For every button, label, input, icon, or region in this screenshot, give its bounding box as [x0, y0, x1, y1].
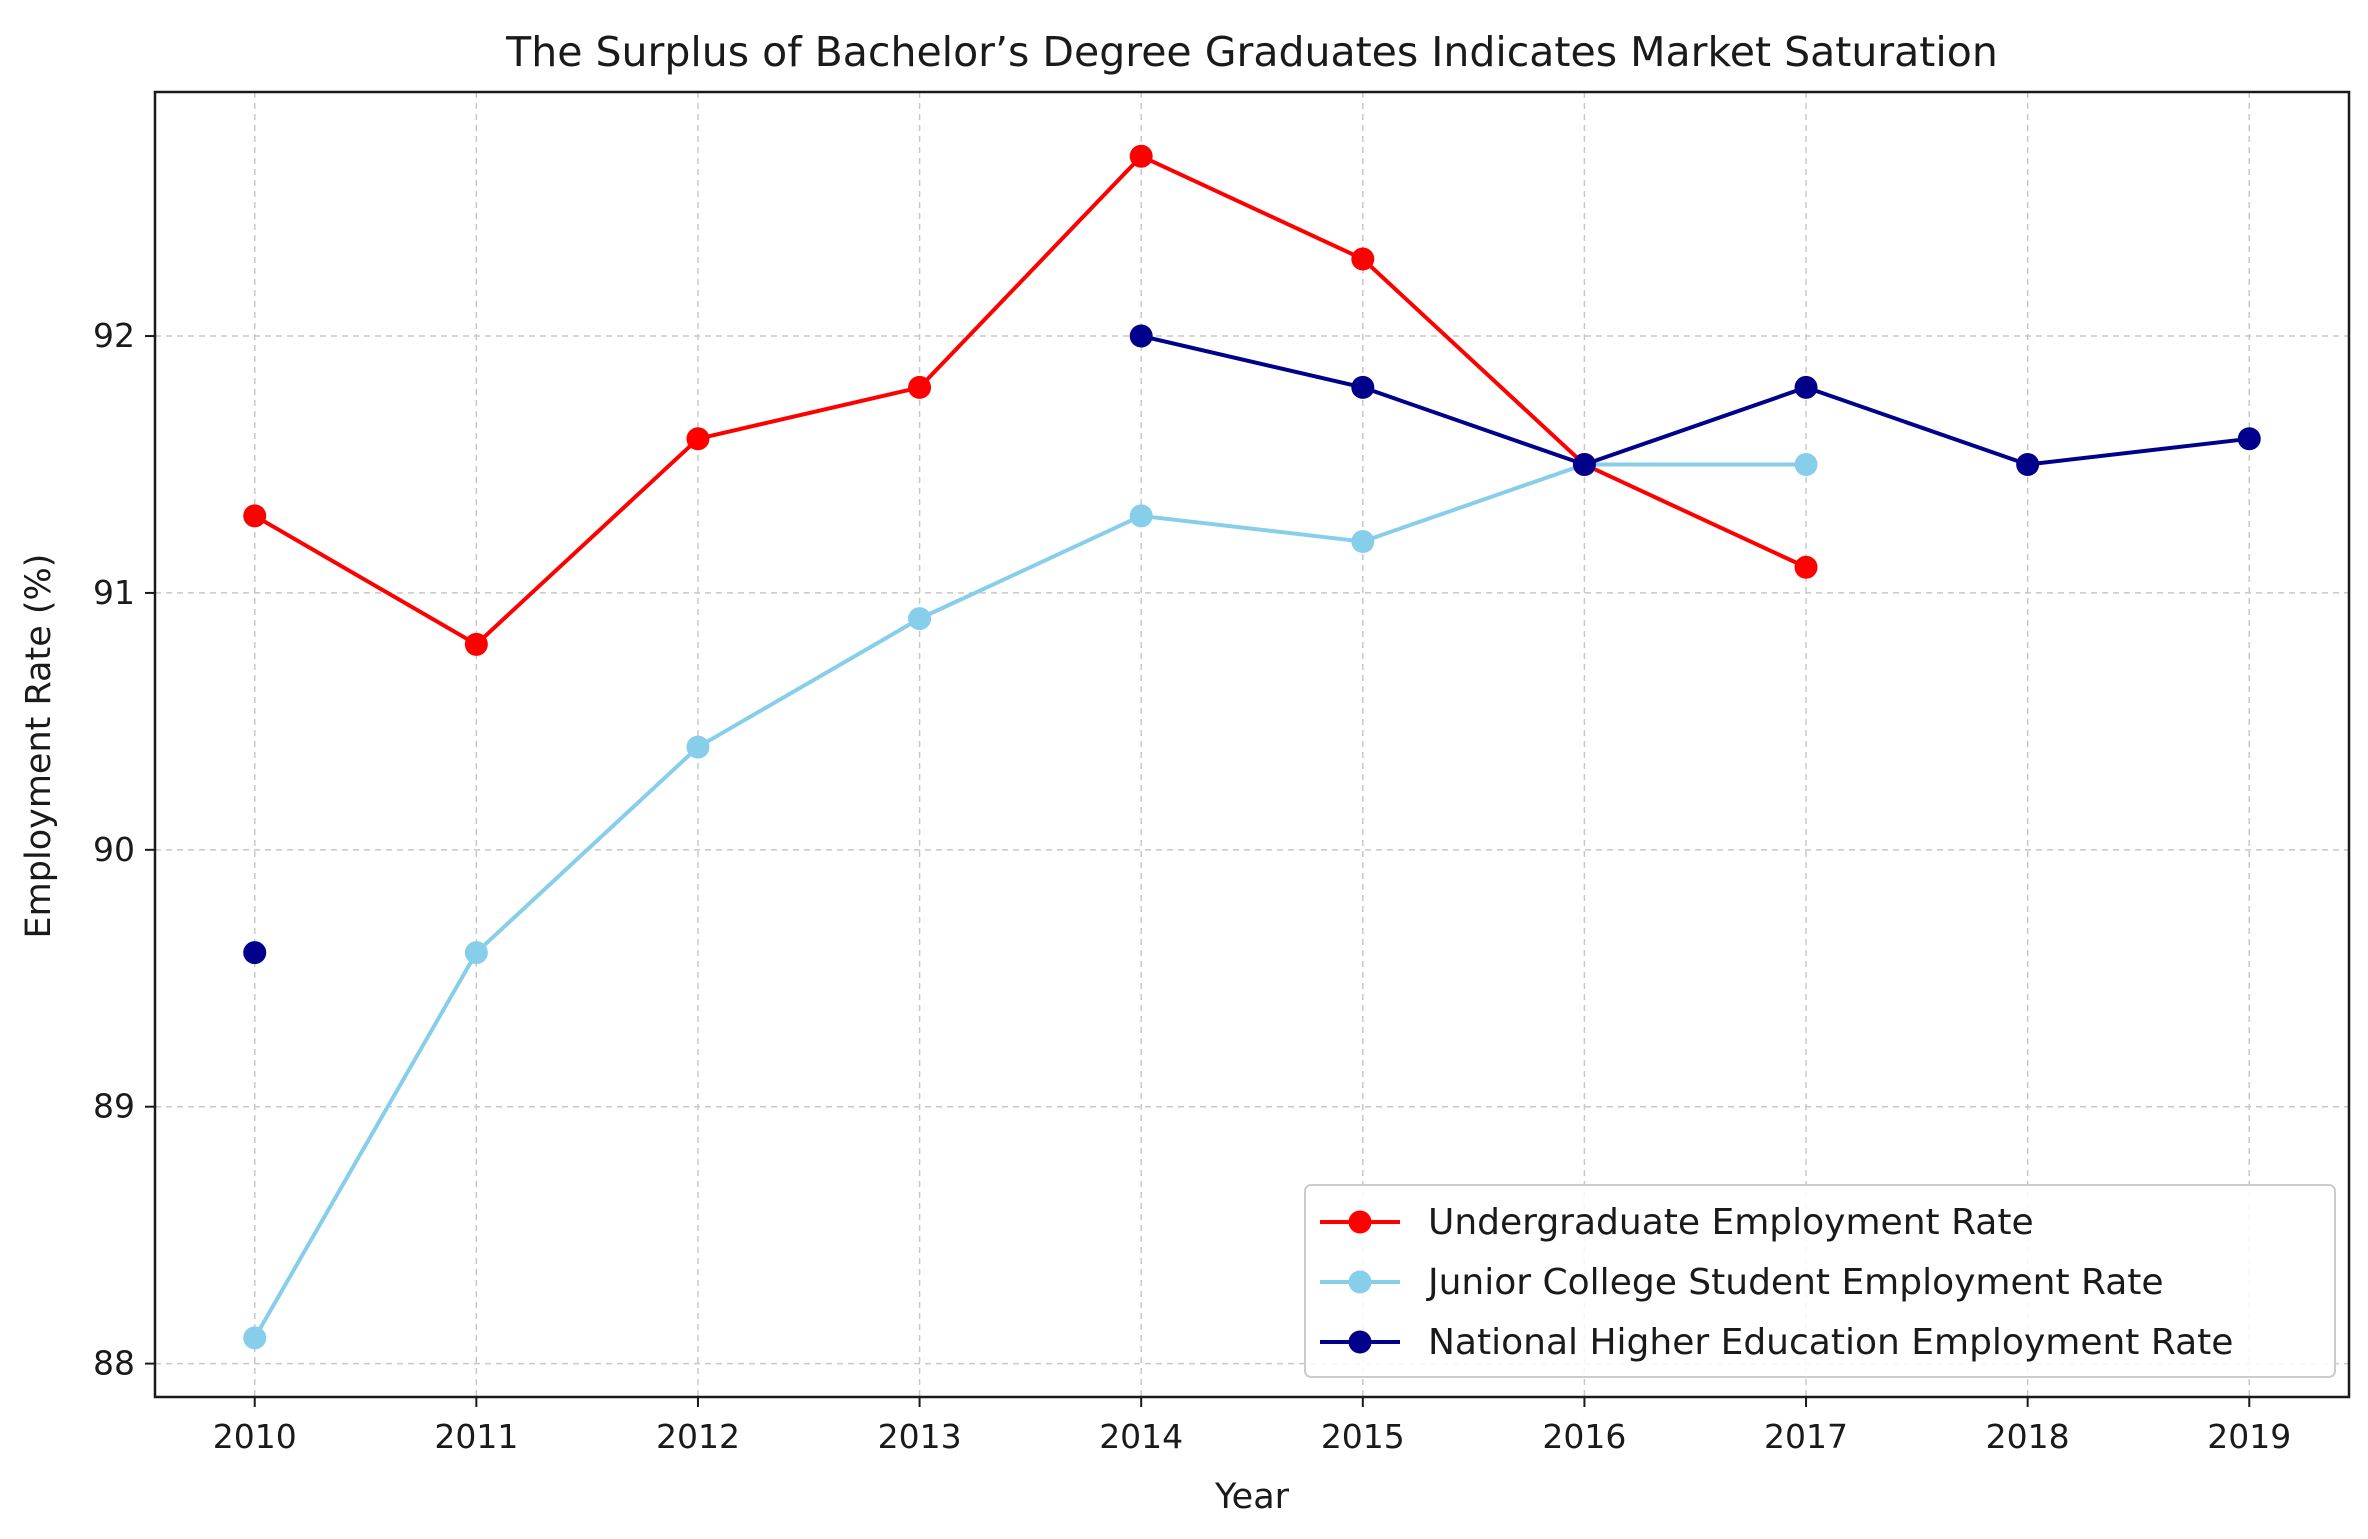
x-tick-label: 2015	[1321, 1417, 1405, 1456]
data-point	[1794, 375, 1818, 399]
series-1	[243, 144, 1818, 656]
x-tick-label: 2010	[213, 1417, 297, 1456]
x-tick-label: 2016	[1542, 1417, 1626, 1456]
y-tick-label: 91	[93, 573, 135, 612]
data-point	[908, 375, 932, 399]
series-line	[253, 154, 1807, 647]
x-tick-label: 2017	[1764, 1417, 1848, 1456]
x-tick-label: 2014	[1099, 1417, 1183, 1456]
y-axis-label: Employment Rate (%)	[19, 554, 59, 939]
data-point	[1351, 247, 1375, 271]
legend-label: National Higher Education Employment Rat…	[1428, 1322, 2233, 1363]
series-3	[243, 324, 2261, 965]
y-tick-label: 88	[93, 1344, 135, 1383]
y-tick-label: 90	[93, 830, 135, 869]
data-point	[1351, 530, 1375, 554]
data-point	[1129, 504, 1153, 528]
data-point	[2016, 452, 2040, 476]
chart-title: The Surplus of Bachelor’s Degree Graduat…	[505, 28, 1998, 76]
data-point	[686, 427, 710, 451]
data-point	[464, 632, 488, 656]
y-tick-label: 92	[93, 316, 135, 355]
data-point	[1129, 144, 1153, 168]
series-line	[1140, 334, 2250, 467]
series-2	[243, 452, 1818, 1350]
grid	[155, 92, 2349, 1397]
legend-box	[1304, 1184, 2336, 1378]
legend-item: National Higher Education Employment Rat…	[1320, 1322, 2233, 1363]
axis-ticks: 2010 2011 2012 2013 2014 2015 2016 2017 2018 2019…	[93, 316, 2291, 1456]
data-point	[2237, 427, 2261, 451]
data-point	[243, 941, 267, 965]
legend-item: Junior College Student Employment Rate	[1320, 1262, 2164, 1303]
x-tick-label: 2012	[656, 1417, 740, 1456]
x-tick-label: 2018	[1986, 1417, 2070, 1456]
plot-area-frame	[153, 90, 2351, 1399]
legend-label: Junior College Student Employment Rate	[1426, 1262, 2164, 1303]
data-point	[908, 607, 932, 631]
legend: Undergraduate Employment Rate Junior Coll…	[1304, 1184, 2336, 1378]
x-tick-label: 2013	[878, 1417, 962, 1456]
legend-marker	[1348, 1270, 1372, 1294]
legend-label: Undergraduate Employment Rate	[1428, 1202, 2034, 1243]
data-point	[1351, 375, 1375, 399]
data-point	[464, 941, 488, 965]
series-line	[252, 462, 1807, 1339]
data-point	[1572, 452, 1596, 476]
x-axis-label: Year	[1214, 1477, 1290, 1517]
data-point	[243, 1326, 267, 1350]
data-point	[1794, 452, 1818, 476]
legend-marker	[1348, 1210, 1372, 1234]
data-point	[1129, 324, 1153, 348]
y-tick-label: 89	[93, 1087, 135, 1126]
series-layer	[243, 144, 2261, 1350]
data-point	[1794, 555, 1818, 579]
data-point	[243, 504, 267, 528]
x-tick-label: 2019	[2207, 1417, 2291, 1456]
x-tick-label: 2011	[434, 1417, 518, 1456]
legend-item: Undergraduate Employment Rate	[1320, 1202, 2034, 1243]
legend-marker	[1348, 1330, 1372, 1354]
data-point	[686, 735, 710, 759]
